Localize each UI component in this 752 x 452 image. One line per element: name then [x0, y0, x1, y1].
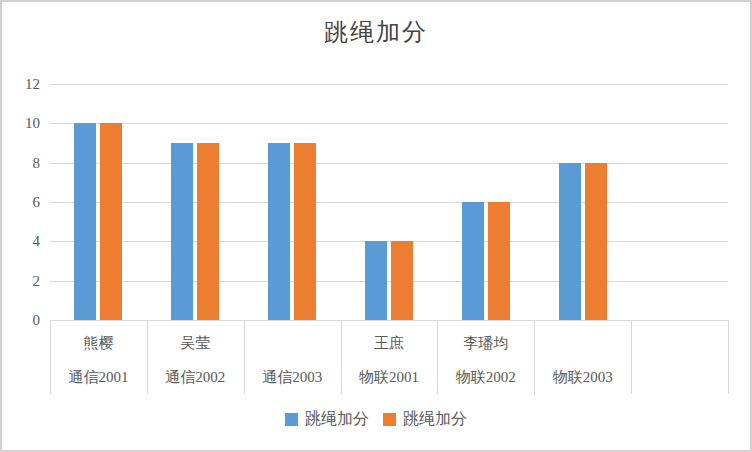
gridline-y-6 — [50, 202, 728, 203]
gridline-y-2 — [50, 281, 728, 282]
legend-item-series1[interactable]: 跳绳加分 — [285, 409, 369, 430]
y-axis-tick-label: 12 — [10, 76, 40, 92]
category-separator — [631, 320, 632, 394]
y-axis-tick-label: 6 — [10, 194, 40, 210]
bar-series1-cat2[interactable] — [171, 143, 193, 320]
category-name-label: 王庶 — [341, 333, 438, 353]
legend-swatch-icon — [383, 413, 396, 426]
category-name-label: 李璠均 — [437, 333, 534, 353]
y-axis-tick-label: 10 — [10, 115, 40, 131]
gridline-y-0 — [50, 320, 728, 321]
legend-swatch-icon — [285, 413, 298, 426]
category-group-label: 物联2002 — [437, 367, 534, 387]
category-group-label: 通信2002 — [147, 367, 244, 387]
bar-series1-cat5[interactable] — [462, 202, 484, 320]
bar-series2-cat5[interactable] — [488, 202, 510, 320]
y-axis-tick-label: 8 — [10, 155, 40, 171]
bar-series1-cat3[interactable] — [268, 143, 290, 320]
gridline-y-10 — [50, 123, 728, 124]
legend-item-series2[interactable]: 跳绳加分 — [383, 409, 467, 430]
category-group-label: 通信2001 — [50, 367, 147, 387]
plot-area: 0 2 4 6 8 10 12 熊樱通信2001吴莹通信2002通信2003王庶物联2001 李… — [2, 2, 752, 452]
bar-series1-cat6[interactable] — [559, 163, 581, 320]
category-group-label: 物联2003 — [534, 367, 631, 387]
bar-series1-cat1[interactable] — [74, 123, 96, 320]
legend: 跳绳加分 跳绳加分 — [2, 409, 750, 430]
legend-label: 跳绳加分 — [403, 409, 467, 430]
legend-label: 跳绳加分 — [305, 409, 369, 430]
category-name-label: 熊樱 — [50, 333, 147, 353]
bar-series2-cat3[interactable] — [294, 143, 316, 320]
y-axis-tick-label: 2 — [10, 273, 40, 289]
bar-series2-cat2[interactable] — [197, 143, 219, 320]
gridline-y-12 — [50, 84, 728, 85]
y-axis-tick-label: 4 — [10, 233, 40, 249]
gridline-y-8 — [50, 163, 728, 164]
y-axis-tick-label: 0 — [10, 312, 40, 328]
chart-window: 跳绳加分 0 2 4 6 8 10 12 熊樱通信2001吴莹通信2002通信2003王庶物联… — [0, 0, 752, 452]
bar-series1-cat4[interactable] — [365, 241, 387, 320]
bar-series2-cat4[interactable] — [391, 241, 413, 320]
category-group-label: 物联2001 — [341, 367, 438, 387]
category-name-label: 吴莹 — [147, 333, 244, 353]
gridline-y-4 — [50, 241, 728, 242]
category-separator — [728, 320, 729, 394]
category-group-label: 通信2003 — [244, 367, 341, 387]
bar-series2-cat6[interactable] — [585, 163, 607, 320]
bar-series2-cat1[interactable] — [100, 123, 122, 320]
